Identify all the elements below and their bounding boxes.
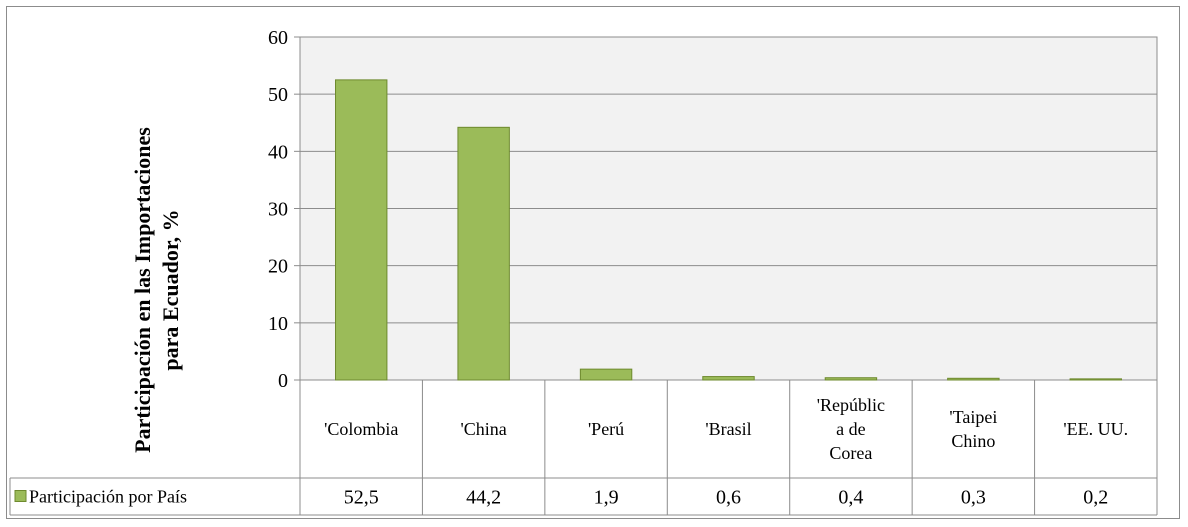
bar <box>457 126 510 381</box>
data-table: 'Colombia 52,5 'China 44,2 'Perú 1,9 'Brasil 0,… <box>9 380 1158 516</box>
data-value-label: 0,2 <box>1083 487 1108 509</box>
category-label: 'Perú <box>588 419 624 439</box>
data-value-label: 1,9 <box>594 487 619 509</box>
category-label: a de <box>836 419 865 439</box>
category-label: 'EE. UU. <box>1063 419 1128 439</box>
y-axis-label-line: Participación en las Importaciones <box>130 127 155 453</box>
category-label: 'China <box>461 419 507 439</box>
bar <box>824 377 878 381</box>
legend-series-name: Participación por País <box>29 487 187 507</box>
data-value-label: 52,5 <box>344 487 379 509</box>
bar <box>947 377 1000 381</box>
category-label: 'Brasil <box>705 419 751 439</box>
data-value-label: 0,4 <box>838 487 863 509</box>
bar <box>702 376 755 381</box>
y-axis-label-line: para Ecuador, % <box>158 209 183 370</box>
bar <box>1069 378 1122 381</box>
y-axis-ticks: 0 10 20 30 40 50 60 <box>268 27 300 392</box>
y-tick-label: 60 <box>268 27 288 49</box>
category-label: 'Repúblic <box>817 395 885 415</box>
y-axis-label: Participación en las Importaciones para E… <box>130 127 183 453</box>
data-value-label: 44,2 <box>466 487 501 509</box>
data-value-label: 0,3 <box>961 487 986 509</box>
y-tick-label: 20 <box>268 256 288 278</box>
gridlines <box>300 36 1157 381</box>
legend-swatch <box>14 490 27 502</box>
y-tick-label: 40 <box>268 141 288 163</box>
category-label: 'Colombia <box>324 419 398 439</box>
data-value-label: 0,6 <box>716 487 741 509</box>
category-label: Chino <box>951 431 995 451</box>
y-tick-label: 0 <box>278 370 288 392</box>
y-tick-label: 50 <box>268 84 288 106</box>
bar <box>579 368 633 381</box>
category-label: 'Taipei <box>949 407 997 427</box>
y-tick-label: 10 <box>268 313 288 335</box>
category-label: Corea <box>829 443 872 463</box>
bars <box>335 79 1122 381</box>
y-tick-label: 30 <box>268 199 288 221</box>
bar <box>335 79 388 381</box>
